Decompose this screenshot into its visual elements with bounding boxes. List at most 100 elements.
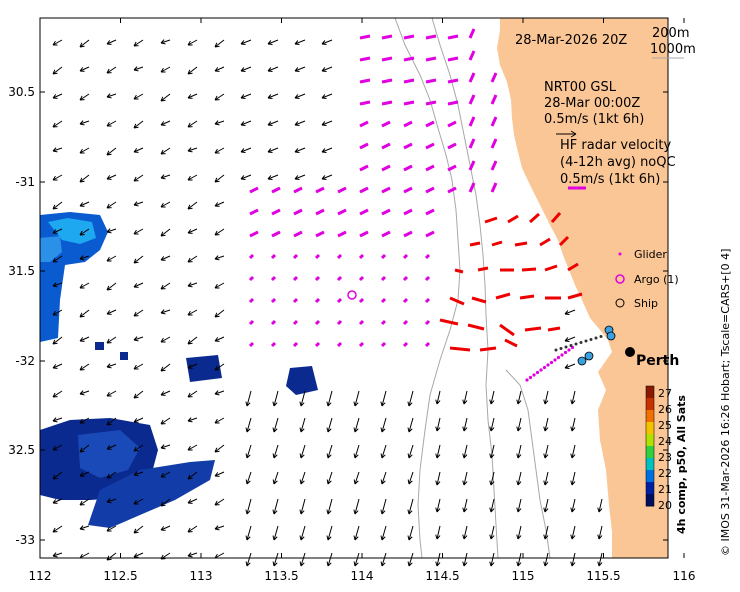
hf-red-arrow (491, 240, 503, 247)
radar-arrow (358, 341, 365, 348)
model-arrow (133, 255, 144, 264)
model-arrow (407, 444, 414, 459)
model-arrow (516, 444, 522, 459)
model-arrow (79, 336, 90, 342)
model-arrow (435, 498, 441, 513)
y-tick-label: -31 (15, 175, 35, 189)
radar-arrow (248, 253, 255, 260)
model-arrow (353, 471, 360, 485)
radar-arrow (381, 208, 391, 216)
radar-arrow (381, 100, 393, 106)
colorbar-tick-label: 21 (658, 483, 672, 496)
colorbar-segment (646, 458, 654, 471)
radar-arrow (381, 142, 391, 150)
argo-float-marker[interactable] (347, 290, 357, 300)
hf-red-arrow (529, 212, 540, 224)
model-arrow (79, 444, 90, 453)
model-arrow (160, 471, 171, 478)
radar-arrow (380, 297, 387, 304)
hf-red-arrow (524, 326, 542, 332)
radar-arrow (402, 275, 409, 282)
model-arrow (79, 201, 90, 207)
model-arrow (106, 66, 117, 74)
radar-arrow (248, 275, 255, 282)
model-arrow (267, 120, 279, 127)
perth-city-dot (625, 347, 635, 357)
model-arrow (272, 471, 279, 485)
x-tick-label: 115.5 (586, 569, 620, 583)
model-arrow (133, 39, 144, 47)
model-arrow (462, 390, 468, 405)
model-arrow (160, 498, 171, 507)
model-arrow (52, 174, 63, 181)
model-arrow (245, 498, 252, 515)
model-arrow (133, 525, 144, 534)
model-arrow (294, 174, 306, 181)
ship-track-dot (584, 339, 588, 343)
radar-arrow (381, 78, 393, 84)
hf-red-arrow (558, 235, 570, 247)
ship-track-dot (589, 338, 593, 341)
land-polygon (497, 18, 668, 558)
radar-arrow (359, 208, 369, 216)
hf-red-arrow (547, 326, 561, 332)
radar-arrow (270, 253, 277, 260)
radar-arrow (336, 275, 343, 282)
model-arrow (489, 444, 495, 459)
model-arrow (133, 66, 144, 72)
radar-arrow (402, 341, 409, 348)
argo-legend-label: Argo (1) (634, 273, 679, 286)
radar-arrow (315, 230, 325, 238)
model-arrow (187, 498, 198, 504)
model-arrow (321, 120, 333, 127)
perth-label: Perth (636, 353, 679, 369)
model-arrow (106, 525, 117, 532)
ship-track-dot (569, 344, 573, 347)
radar-arrow (468, 94, 476, 105)
model-arrow (79, 498, 90, 506)
model-arrow (272, 552, 279, 567)
model-arrow (187, 201, 198, 210)
model-arrow (133, 228, 144, 235)
colorbar-title: 4h comp, p50, All Sats (675, 395, 688, 534)
date-label: 28-Mar-2026 20Z (515, 33, 627, 48)
model-arrow (79, 93, 90, 101)
model-arrow (106, 498, 117, 504)
model-arrow (570, 417, 576, 432)
radar-arrow (271, 208, 281, 216)
model-arrow (79, 417, 90, 424)
y-tick-label: 32.5 (8, 443, 35, 457)
model-arrow (160, 309, 171, 315)
radar-arrow (359, 100, 371, 106)
glider-dot (567, 348, 571, 352)
model-arrow (267, 66, 279, 73)
radar-arrow (468, 182, 476, 193)
radar-arrow (380, 319, 387, 326)
hf-red-arrow (550, 212, 562, 223)
model-arrow (272, 390, 279, 407)
radar-arrow (468, 160, 476, 171)
model-arrow (160, 525, 171, 531)
radar-arrow (336, 253, 343, 260)
colorbar-segment (646, 434, 654, 447)
model-arrow (160, 336, 171, 343)
model-arrow (106, 417, 117, 426)
radar-arrow (403, 56, 415, 62)
model-arrow (294, 120, 306, 127)
radar-arrow (270, 319, 277, 326)
hf-red-arrow (449, 296, 465, 306)
model-arrow (462, 525, 468, 540)
colorbar-tick-label: 20 (658, 499, 672, 512)
model-arrow (79, 525, 90, 531)
radar-arrow (337, 208, 347, 216)
ship-markers[interactable] (577, 325, 616, 366)
colorbar-segment (646, 386, 654, 399)
model-arrow (79, 471, 90, 477)
radar-arrow (292, 341, 299, 348)
x-tick-label: 112.5 (103, 569, 137, 583)
model-arrow (240, 147, 252, 154)
model-arrow (106, 444, 117, 450)
colorbar-tick-label: 25 (658, 419, 672, 432)
model-arrow (489, 471, 495, 486)
glider-track (525, 335, 603, 382)
